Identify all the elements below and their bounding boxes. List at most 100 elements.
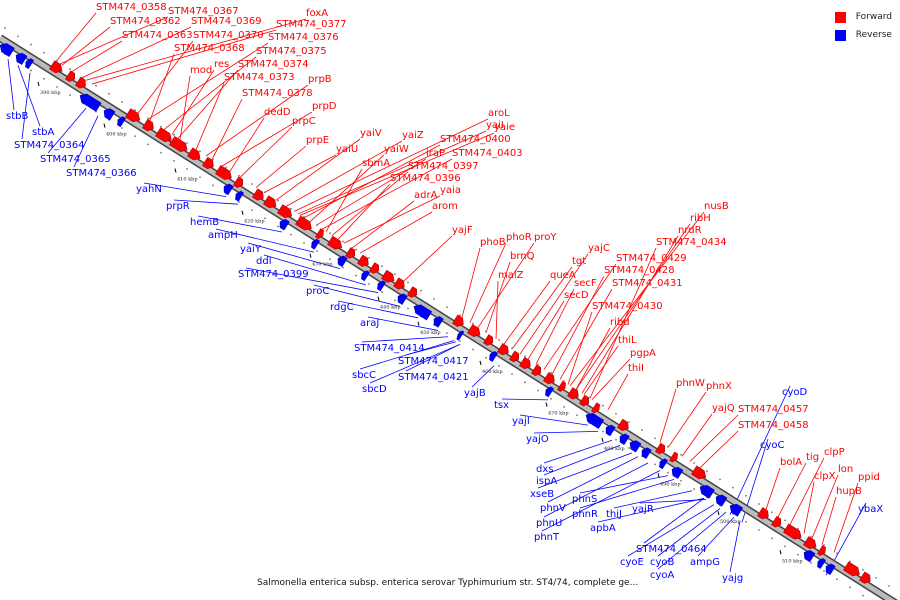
gene-arrow bbox=[369, 262, 379, 274]
guide-dot bbox=[30, 69, 32, 72]
reverse-gene-label: yajg bbox=[722, 573, 743, 584]
guide-dot bbox=[368, 256, 370, 259]
gene-arrow-shape bbox=[641, 447, 652, 459]
gene-arrow bbox=[655, 442, 665, 455]
leader-line bbox=[495, 280, 499, 340]
leader-line bbox=[263, 154, 337, 193]
gene-arrow-shape bbox=[803, 536, 817, 549]
forward-gene-label: yajQ bbox=[712, 403, 735, 414]
forward-gene-label: malZ bbox=[498, 270, 524, 281]
leader-line bbox=[535, 288, 575, 365]
guide-dot bbox=[82, 76, 84, 79]
gene-arrow-shape bbox=[771, 515, 781, 528]
leader-line bbox=[519, 414, 589, 426]
gene-arrow bbox=[729, 503, 744, 517]
gene-arrow-shape bbox=[659, 458, 669, 470]
leader-line bbox=[325, 168, 363, 232]
tick-label: 450 kbp bbox=[420, 330, 441, 336]
reverse-gene-label: STM474_0414 bbox=[354, 343, 425, 354]
forward-gene-label: STM474_0397 bbox=[408, 161, 479, 172]
leader-line bbox=[589, 247, 657, 399]
gene-arrow-shape bbox=[859, 571, 871, 584]
guide-dot bbox=[43, 77, 45, 80]
leader-line bbox=[613, 490, 693, 509]
gene-arrow bbox=[223, 183, 234, 196]
guide-dot bbox=[654, 463, 656, 466]
gene-arrow bbox=[545, 386, 555, 398]
gene-arrow bbox=[315, 228, 324, 240]
gene-arrow-shape bbox=[433, 316, 444, 328]
forward-gene-label: phnW bbox=[676, 378, 705, 389]
forward-gene-label: res bbox=[214, 59, 229, 70]
gene-arrow bbox=[215, 165, 232, 180]
guide-dot bbox=[758, 529, 760, 531]
leader-line bbox=[7, 59, 15, 111]
tick-mark bbox=[174, 168, 177, 173]
leader-line bbox=[239, 126, 293, 178]
gene-arrow bbox=[235, 190, 245, 202]
tick-label: 420 kbp bbox=[244, 219, 265, 225]
gene-arrow-shape bbox=[361, 270, 371, 282]
leader-line bbox=[303, 144, 441, 219]
guide-dot bbox=[264, 217, 266, 220]
gene-arrow bbox=[377, 280, 387, 292]
gene-arrow-shape bbox=[619, 433, 630, 446]
forward-gene-label: yaiU bbox=[336, 144, 358, 155]
guide-dot bbox=[459, 314, 461, 317]
gene-arrow-shape bbox=[413, 304, 433, 321]
forward-gene-label: prpE bbox=[306, 135, 329, 146]
gene-arrow bbox=[591, 402, 600, 414]
guide-dot bbox=[550, 397, 552, 400]
guide-dot bbox=[212, 158, 214, 161]
guide-dot bbox=[862, 594, 864, 597]
forward-gene-label: STM474_0373 bbox=[224, 72, 295, 83]
forward-gene-label: STM474_0358 bbox=[96, 2, 167, 13]
forward-gene-label: clpP bbox=[824, 447, 845, 458]
gene-arrow-shape bbox=[579, 394, 589, 407]
gene-arrow-shape bbox=[49, 60, 63, 74]
gene-arrow-shape bbox=[263, 195, 277, 209]
tick-mark bbox=[103, 123, 106, 128]
forward-swatch bbox=[834, 11, 846, 23]
reverse-gene-label: STM474_0421 bbox=[398, 372, 469, 383]
gene-arrow-shape bbox=[345, 247, 355, 259]
gene-arrow bbox=[531, 364, 541, 377]
guide-dot bbox=[56, 86, 58, 88]
reverse-gene-label: hemB bbox=[190, 217, 219, 228]
leader-line bbox=[547, 456, 639, 503]
guide-dot bbox=[550, 371, 552, 374]
leader-line bbox=[639, 499, 707, 504]
leader-line bbox=[543, 263, 617, 370]
strand-guide-dots bbox=[4, 27, 890, 597]
gene-arrow-shape bbox=[729, 503, 744, 517]
gene-arrow-shape bbox=[142, 119, 154, 132]
gene-arrow-shape bbox=[252, 188, 264, 201]
leader-line bbox=[21, 72, 31, 140]
leader-line bbox=[627, 504, 715, 557]
reverse-gene-label: sbcC bbox=[352, 370, 376, 381]
gene-arrow bbox=[357, 254, 369, 267]
leader-line bbox=[331, 171, 409, 236]
gene-arrow bbox=[519, 356, 531, 370]
gene-arrow bbox=[142, 119, 154, 132]
guide-dot bbox=[537, 363, 539, 366]
leader-line bbox=[777, 462, 807, 518]
gene-arrow bbox=[252, 188, 264, 201]
tick-mark bbox=[545, 402, 548, 407]
gene-arrow bbox=[619, 433, 630, 446]
leader-line bbox=[583, 345, 619, 395]
tick-mark bbox=[241, 210, 244, 215]
forward-gene-label: STM474_0369 bbox=[191, 16, 262, 27]
forward-gene-label: mod bbox=[190, 65, 212, 76]
leader-line bbox=[569, 211, 705, 386]
guide-dot bbox=[849, 560, 851, 563]
guide-dot bbox=[446, 332, 448, 335]
forward-gene-label: foxA bbox=[306, 8, 328, 19]
gene-arrow-shape bbox=[617, 418, 629, 431]
gene-arrow bbox=[25, 58, 35, 70]
gene-arrow-shape bbox=[279, 218, 290, 231]
guide-dot bbox=[355, 274, 357, 277]
gene-arrow-shape bbox=[817, 545, 826, 556]
forward-gene-label: yajC bbox=[588, 243, 610, 254]
guide-dot bbox=[199, 150, 201, 153]
